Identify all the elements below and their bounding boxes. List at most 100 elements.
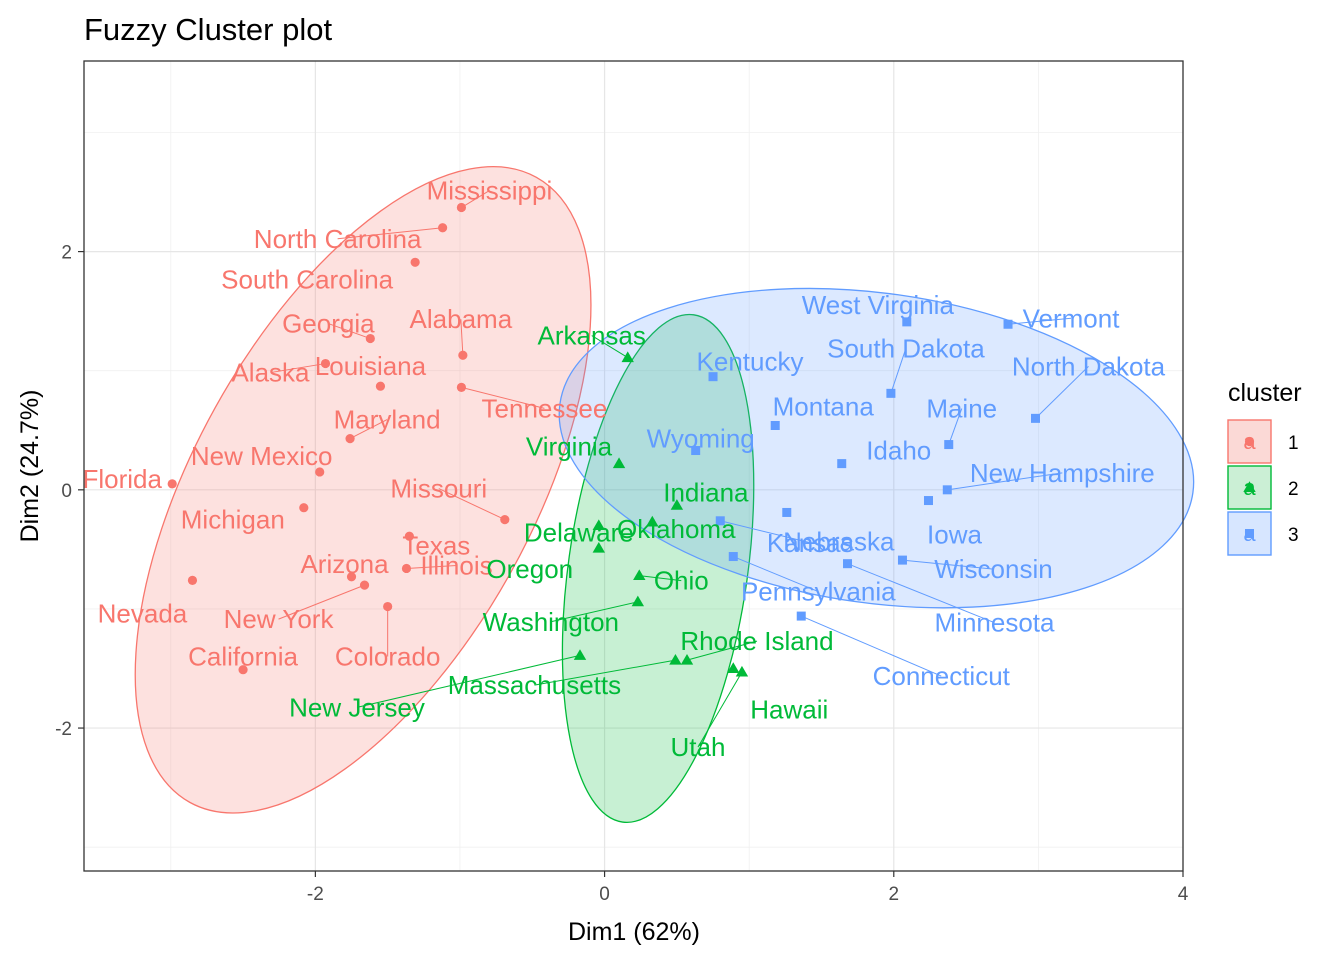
- label-north-dakota: North Dakota: [1012, 351, 1166, 381]
- point-idaho: [837, 459, 847, 469]
- point-south-carolina: [410, 257, 420, 267]
- point-oregon: [592, 541, 605, 553]
- legend-title: cluster: [1228, 379, 1302, 407]
- label-maryland: Maryland: [334, 405, 441, 435]
- label-arkansas: Arkansas: [538, 321, 646, 351]
- point-michigan: [299, 503, 309, 513]
- label-rhode-island: Rhode Island: [680, 626, 833, 656]
- point-rhode-island: [680, 653, 694, 665]
- label-south-dakota: South Dakota: [827, 333, 985, 363]
- label-michigan: Michigan: [181, 505, 285, 535]
- leader-line-vermont: [1007, 317, 1072, 325]
- panel-border: [83, 60, 1184, 872]
- label-tennessee: Tennessee: [482, 393, 608, 423]
- ellipse-cluster-2: [561, 313, 755, 824]
- label-delaware: Delaware: [524, 518, 634, 548]
- label-new-york: New York: [224, 604, 335, 634]
- label-maine: Maine: [926, 394, 997, 424]
- point-virginia: [612, 457, 626, 469]
- leader-line-maine: [948, 408, 963, 445]
- leader-line-arkansas: [591, 335, 628, 359]
- label-iowa: Iowa: [927, 520, 982, 550]
- point-west-virginia: [902, 317, 912, 327]
- point-wyoming: [691, 446, 701, 456]
- ellipse-cluster-1: [134, 166, 592, 814]
- label-north-carolina: North Carolina: [254, 224, 422, 254]
- label-texas: Texas: [402, 530, 470, 560]
- label-vermont: Vermont: [1023, 303, 1121, 333]
- cluster-ellipses: [134, 166, 1195, 824]
- y-tick-label: 2: [61, 243, 72, 264]
- label-arizona: Arizona: [300, 549, 389, 579]
- x-tick-label: 2: [889, 884, 900, 905]
- point-nebraska: [782, 507, 792, 517]
- label-nebraska: Nebraska: [783, 526, 895, 556]
- point-florida: [167, 479, 177, 489]
- leader-line-mississippi: [461, 190, 490, 208]
- leader-line-wisconsin: [902, 559, 994, 570]
- x-axis-title: Dim1 (62%): [568, 918, 700, 946]
- leader-line-maryland: [349, 419, 388, 440]
- legend-glyph-2: a: [1243, 475, 1256, 500]
- y-tick-label: 0: [61, 481, 72, 502]
- label-oregon: Oregon: [486, 554, 573, 584]
- legend-glyph-3: a: [1243, 521, 1256, 546]
- label-idaho: Idaho: [866, 436, 931, 466]
- label-louisiana: Louisiana: [315, 351, 427, 381]
- legend-marker-1: [1244, 436, 1255, 447]
- point-arkansas: [621, 351, 634, 363]
- point-nevada: [187, 575, 198, 585]
- legend-marker-3: [1245, 529, 1254, 538]
- legend-marker-2: [1243, 481, 1256, 492]
- point-missouri: [500, 515, 510, 525]
- y-tick-label: -2: [55, 719, 72, 740]
- label-georgia: Georgia: [282, 309, 375, 339]
- leader-line-pennsylvania: [733, 556, 819, 592]
- leader-line-alabama: [460, 319, 464, 356]
- label-massachusetts: Massachusetts: [448, 670, 621, 700]
- leader-line-utah: [697, 671, 743, 748]
- label-pennsylvania: Pennsylvania: [741, 577, 896, 607]
- gridlines: [84, 61, 1183, 871]
- ellipse-cluster-3: [558, 287, 1195, 609]
- point-indiana: [670, 499, 684, 510]
- leader-line-tennessee: [461, 386, 545, 409]
- label-colorado: Colorado: [335, 642, 441, 672]
- label-hawaii: Hawaii: [750, 695, 828, 725]
- leader-line-rhode-island: [686, 640, 758, 661]
- label-alabama: Alabama: [410, 304, 513, 334]
- leader-line-illinois: [406, 564, 457, 569]
- label-minnesota: Minnesota: [935, 608, 1055, 638]
- label-montana: Montana: [773, 392, 875, 422]
- leader-line-north-dakota: [1035, 365, 1089, 419]
- point-hawaii: [727, 662, 740, 673]
- point-iowa: [923, 496, 933, 506]
- label-ohio: Ohio: [654, 566, 709, 596]
- leader-line-massachusetts: [534, 659, 676, 686]
- label-wisconsin: Wisconsin: [934, 554, 1052, 584]
- leader-line-alaska: [270, 363, 326, 374]
- leader-line-georgia: [328, 323, 371, 340]
- label-utah: Utah: [670, 732, 725, 762]
- label-virginia: Virginia: [526, 432, 613, 462]
- point-california: [238, 665, 248, 675]
- leader-line-kansas: [720, 520, 811, 544]
- label-new-hampshire: New Hampshire: [970, 458, 1155, 488]
- leader-line-new-jersey: [356, 654, 581, 708]
- x-tick-label: -2: [307, 884, 324, 905]
- point-new-mexico: [315, 467, 325, 477]
- label-new-mexico: New Mexico: [191, 441, 333, 471]
- point-texas: [404, 531, 414, 541]
- label-indiana: Indiana: [663, 477, 749, 507]
- point-louisiana: [375, 381, 386, 391]
- point-massachusetts: [669, 653, 682, 665]
- label-california: California: [188, 642, 298, 672]
- leader-line-south-dakota: [890, 348, 907, 394]
- x-tick-label: 0: [599, 884, 610, 905]
- y-axis-title: Dim2 (24.7%): [16, 390, 44, 543]
- label-kentucky: Kentucky: [697, 347, 804, 377]
- leader-line-minnesota: [847, 563, 995, 624]
